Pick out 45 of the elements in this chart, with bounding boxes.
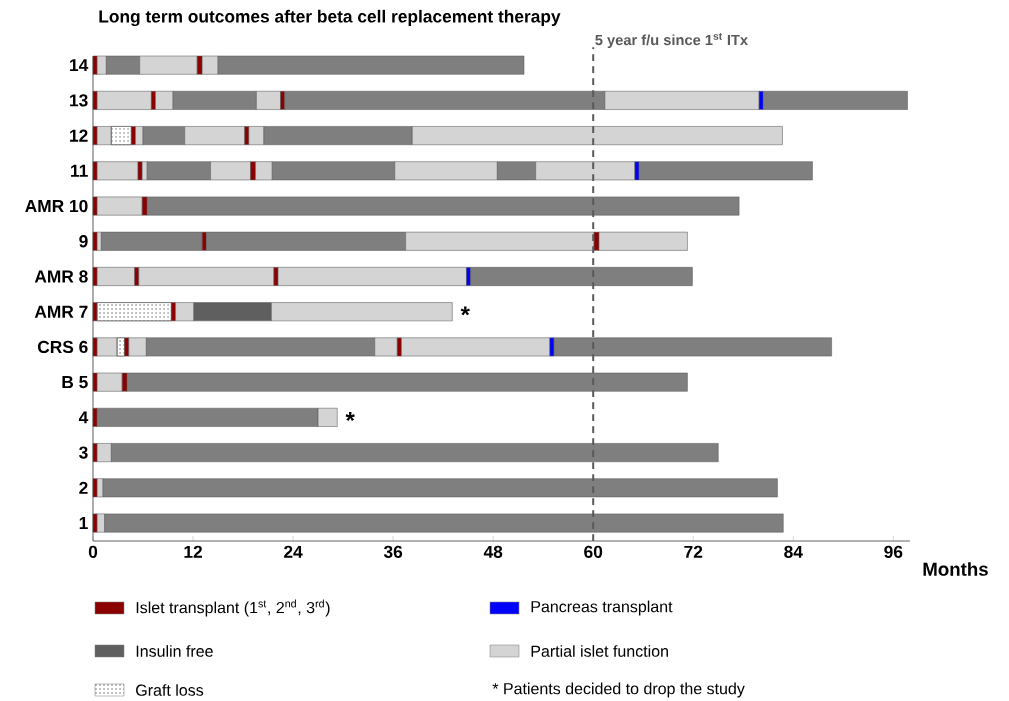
bar [96,372,123,392]
annotation: * [345,412,355,422]
y-tick-label: 3 [79,446,88,459]
bar [138,267,275,286]
y-tick-label: 11 [71,164,88,177]
x-tick-label: 12 [184,545,202,558]
x-tick-label: 36 [383,545,403,558]
bar [96,267,135,286]
y-tick-label: 14 [70,59,89,72]
y-tick-label: B 5 [62,376,88,389]
y-tick-label: CRS 6 [37,340,88,354]
legend-label: Insulin free [136,645,213,657]
text: * Patients decided to drop the study [492,682,745,698]
x-tick-label: 60 [584,545,603,558]
y-tick-label: 9 [79,235,88,248]
y-tick-label: AMR 8 [34,270,88,283]
annotation: * [460,306,470,316]
y-tick-label: AMR 7 [34,305,88,318]
bar [638,161,813,181]
y-tick-label: AMR 10 [25,199,88,213]
legend-label: Partial islet function [531,645,668,657]
legend-label: Pancreas transplant [531,600,673,616]
bar [96,90,152,110]
bar [96,196,143,216]
bar [277,267,467,286]
x-tick-label: 24 [284,545,303,558]
legend-label: Islet transplant (1$^{st}$, 2$^{nd}$, 3$^{rd}$) [136,599,330,617]
x-axis-title: Months [923,562,988,576]
bar [96,161,139,181]
y-tick-label: 13 [70,94,88,107]
bar [92,478,98,498]
chart-title: Long term outcomes after beta cell replacement therapy [99,9,561,27]
legend-label: Graft loss [136,684,204,696]
x-tick-label: 72 [684,545,703,558]
y-tick-label: 12 [70,129,88,142]
bar [92,231,98,251]
bar [401,337,551,357]
y-tick-label: 1 [79,517,88,529]
x-tick-label: 96 [884,545,903,558]
x-tick-label: 84 [784,545,803,558]
x-tick-label: 48 [483,545,503,558]
x-tick-label: 0 [88,545,98,558]
y-tick-label: 2 [79,481,88,494]
y-tick-label: 4 [78,411,89,424]
ref-line-label: 5 year f/u since 1$^{st}$ ITx [595,33,748,49]
